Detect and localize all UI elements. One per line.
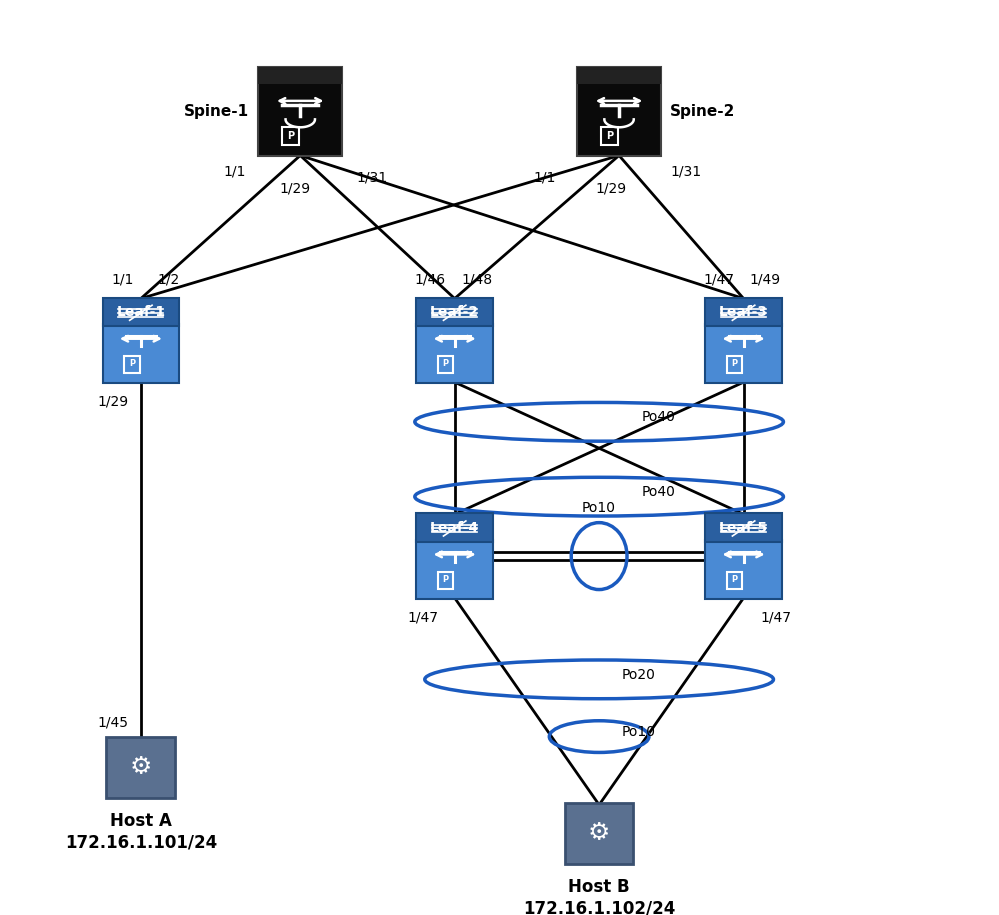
Text: Po40: Po40 [642,485,676,500]
Text: Leaf-3: Leaf-3 [719,305,768,319]
FancyBboxPatch shape [107,737,175,798]
Text: Leaf-4: Leaf-4 [431,521,480,534]
Text: 1/29: 1/29 [595,182,626,196]
Text: 1/46: 1/46 [415,272,446,286]
Text: 1/47: 1/47 [703,272,734,286]
Text: 1/48: 1/48 [461,272,493,286]
Text: Host B: Host B [568,877,630,896]
FancyBboxPatch shape [259,67,342,156]
FancyBboxPatch shape [417,513,494,542]
Text: 1/49: 1/49 [750,272,781,286]
Text: 1/45: 1/45 [98,716,129,730]
FancyBboxPatch shape [577,67,661,156]
Text: 172.16.1.101/24: 172.16.1.101/24 [65,833,217,851]
FancyBboxPatch shape [259,67,342,84]
Text: P: P [443,575,449,584]
Text: P: P [605,131,612,141]
Text: P: P [129,360,135,369]
Text: 1/1: 1/1 [223,165,246,178]
Text: Po40: Po40 [642,411,676,425]
FancyBboxPatch shape [417,540,494,598]
Text: Leaf-5: Leaf-5 [719,521,768,534]
Text: 1/29: 1/29 [280,182,311,196]
FancyBboxPatch shape [705,540,782,598]
Text: Po10: Po10 [582,501,616,514]
Text: P: P [287,131,294,141]
Text: P: P [443,360,449,369]
Text: ⚙: ⚙ [588,822,610,845]
Text: P: P [731,575,737,584]
Text: Host A: Host A [110,812,172,830]
Text: Leaf-2: Leaf-2 [431,305,480,319]
Text: 1/31: 1/31 [671,165,702,178]
FancyBboxPatch shape [705,297,782,327]
FancyBboxPatch shape [417,297,494,327]
FancyBboxPatch shape [564,803,633,864]
Text: Leaf-1: Leaf-1 [116,305,166,319]
Text: Spine-1: Spine-1 [185,104,250,119]
Text: 1/1: 1/1 [533,170,555,185]
Text: Spine-2: Spine-2 [670,104,735,119]
FancyBboxPatch shape [103,297,179,327]
Text: 1/1: 1/1 [112,272,134,286]
Text: Po10: Po10 [622,726,656,739]
Text: 1/47: 1/47 [760,610,791,624]
Text: 1/29: 1/29 [98,394,129,409]
FancyBboxPatch shape [103,325,179,383]
Text: ⚙: ⚙ [130,756,152,780]
FancyBboxPatch shape [577,67,661,84]
Text: 172.16.1.102/24: 172.16.1.102/24 [522,899,675,915]
Text: 1/2: 1/2 [158,272,180,286]
FancyBboxPatch shape [705,325,782,383]
Text: Po20: Po20 [622,668,656,682]
Text: P: P [731,360,737,369]
FancyBboxPatch shape [705,513,782,542]
FancyBboxPatch shape [417,325,494,383]
Text: 1/47: 1/47 [408,610,439,624]
Text: 1/31: 1/31 [357,170,388,185]
